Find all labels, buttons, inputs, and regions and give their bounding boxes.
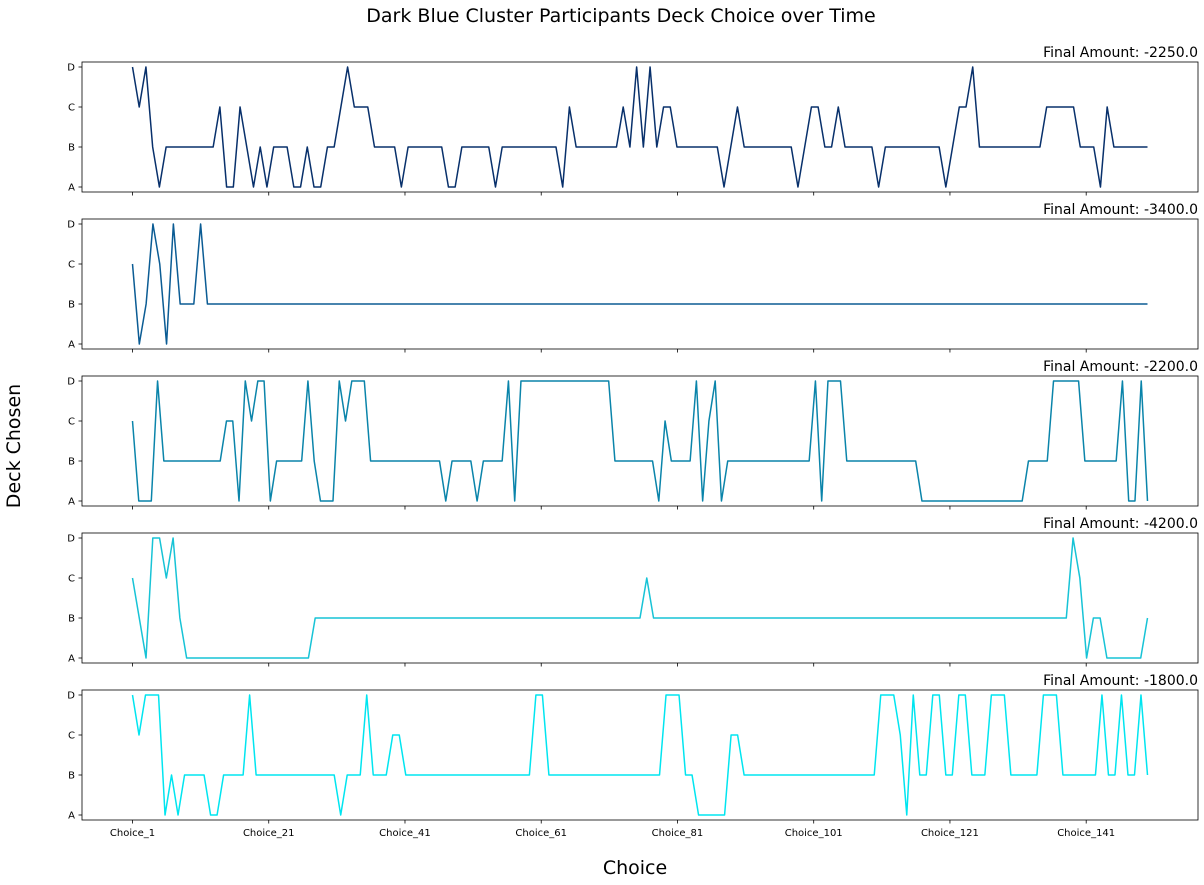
y-tick-label: B — [68, 771, 75, 782]
y-tick-label: A — [68, 497, 75, 508]
y-tick-label: D — [67, 534, 75, 545]
x-tick-label: Choice_21 — [243, 828, 295, 839]
final-amount-label: Final Amount: -4200.0 — [1043, 516, 1198, 532]
axes-frame — [81, 218, 1199, 350]
y-tick-label: D — [67, 220, 75, 231]
subplot-1: A B C D Final Amount: -2250.0 — [67, 45, 1199, 196]
y-tick-label: C — [68, 103, 75, 114]
series-line — [131, 223, 1148, 345]
y-axis-label: Deck Chosen — [3, 384, 25, 508]
y-tick-label: A — [68, 654, 75, 665]
y-tick-label: D — [67, 377, 75, 388]
y-tick-label: C — [68, 260, 75, 271]
y-tick-label: C — [68, 574, 75, 585]
y-tick-label: A — [68, 340, 75, 351]
subplot-5: A B C D Choice_1 Choice_21 Choice_41 Choice_61 C… — [67, 673, 1199, 839]
y-tick-label: D — [67, 691, 75, 702]
axes-frame — [81, 375, 1199, 507]
y-tick-label: A — [68, 183, 75, 194]
axes-frame — [81, 532, 1199, 664]
y-tick-label: B — [68, 300, 75, 311]
x-tick-label: Choice_101 — [785, 828, 843, 839]
y-tick-label: B — [68, 614, 75, 625]
y-tick-label: C — [68, 731, 75, 742]
x-tick-label: Choice_121 — [921, 828, 979, 839]
y-tick-label: B — [68, 457, 75, 468]
series-line — [131, 380, 1149, 502]
final-amount-label: Final Amount: -2250.0 — [1043, 45, 1198, 61]
x-tick-label: Choice_1 — [110, 828, 155, 839]
x-tick-label: Choice_141 — [1057, 828, 1115, 839]
x-axis-label: Choice — [603, 857, 667, 879]
series-line — [131, 694, 1149, 816]
y-tick-label: A — [68, 811, 75, 822]
x-tick-label: Choice_81 — [652, 828, 704, 839]
subplots: A B C D Final Amount: -2250.0 A B C D Final Amoun… — [67, 45, 1199, 839]
final-amount-label: Final Amount: -3400.0 — [1043, 202, 1198, 218]
subplot-3: A B C D Final Amount: -2200.0 — [67, 359, 1199, 510]
series-line — [131, 537, 1149, 659]
subplot-4: A B C D Final Amount: -4200.0 — [67, 516, 1199, 667]
x-tick-label: Choice_41 — [379, 828, 431, 839]
series-line — [131, 66, 1148, 188]
chart-title: Dark Blue Cluster Participants Deck Choi… — [366, 5, 875, 27]
axes-frame — [81, 61, 1199, 193]
final-amount-label: Final Amount: -2200.0 — [1043, 359, 1198, 375]
x-tick-label: Choice_61 — [515, 828, 567, 839]
y-tick-label: B — [68, 143, 75, 154]
y-tick-label: D — [67, 63, 75, 74]
subplot-2: A B C D Final Amount: -3400.0 — [67, 202, 1199, 353]
y-tick-label: C — [68, 417, 75, 428]
axes-frame — [81, 689, 1199, 821]
final-amount-label: Final Amount: -1800.0 — [1043, 673, 1198, 689]
